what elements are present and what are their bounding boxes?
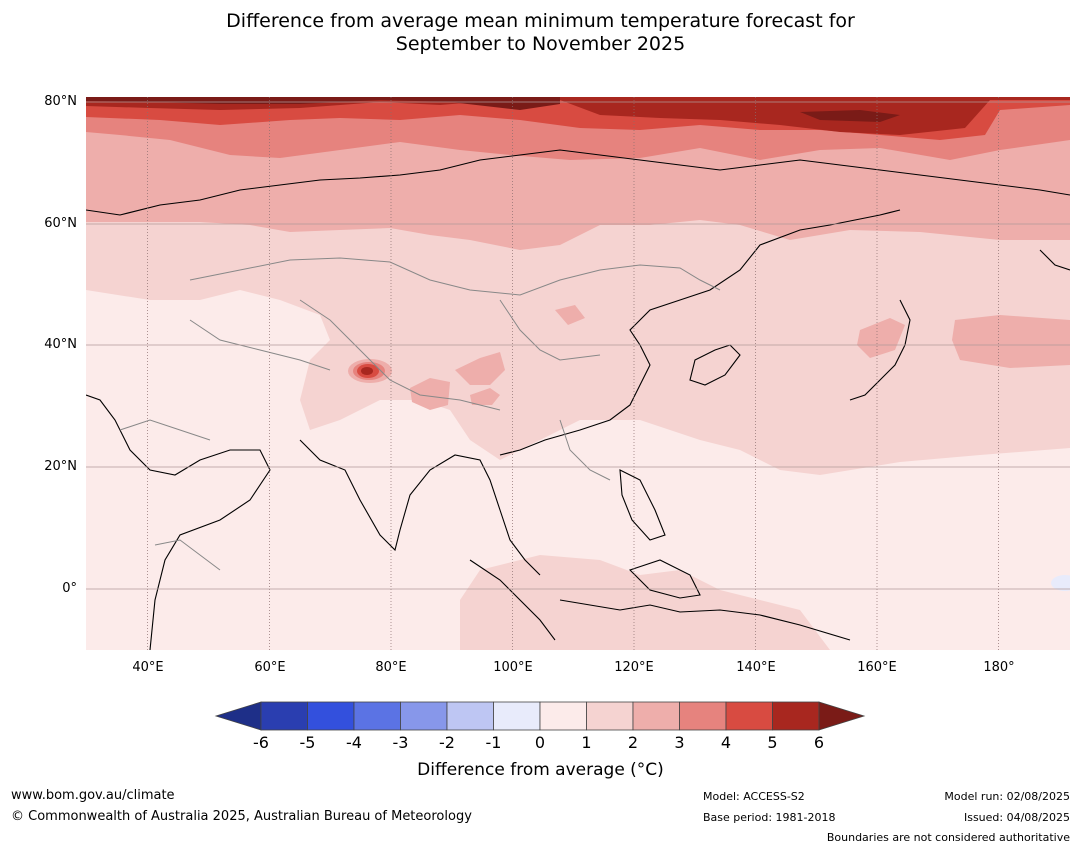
anomaly-patch-2-3-china xyxy=(555,305,585,325)
lon-label-180: 180° xyxy=(983,660,1015,675)
lon-label-80e: 80°E xyxy=(375,660,407,675)
colorbar-tick: 5 xyxy=(767,733,778,752)
anomaly-patch-2-3-south xyxy=(470,388,500,405)
colorbar-swatch xyxy=(307,701,355,731)
title-line-1: Difference from average mean minimum tem… xyxy=(226,10,855,32)
colorbar-label: Difference from average (°C) xyxy=(417,760,664,780)
anomaly-band-1-2-south xyxy=(460,555,830,650)
colorbar-tick: -3 xyxy=(392,733,409,752)
colorbar-swatch xyxy=(725,701,773,731)
colorbar-tick: -2 xyxy=(439,733,455,752)
chart-title: Difference from average mean minimum tem… xyxy=(0,10,1081,56)
footer-model-run: Model run: 02/08/2025 xyxy=(944,790,1070,803)
lon-label-40e: 40°E xyxy=(132,660,164,675)
anomaly-patch-2-3-plateau xyxy=(410,378,450,410)
lon-label-60e: 60°E xyxy=(254,660,286,675)
footer-disclaimer: Boundaries are not considered authoritat… xyxy=(826,831,1070,844)
lat-label-80n: 80°N xyxy=(44,94,77,109)
colorbar-swatch xyxy=(679,701,727,731)
footer-website: www.bom.gov.au/climate xyxy=(11,788,175,803)
anomaly-patch-2-3-tibet xyxy=(455,352,505,385)
colorbar-tick: -5 xyxy=(299,733,316,752)
anomaly-band-above-6 xyxy=(86,97,560,110)
country-borders xyxy=(119,257,721,571)
colorbar-swatch xyxy=(539,701,587,731)
colorbar-tick: 6 xyxy=(813,733,825,752)
colorbar-tick: 3 xyxy=(674,733,685,752)
colorbar-swatch xyxy=(260,701,308,731)
lon-label-140e: 140°E xyxy=(736,660,776,675)
colorbar xyxy=(214,701,866,731)
colorbar-swatch xyxy=(400,701,448,731)
colorbar-tick: 1 xyxy=(581,733,592,752)
colorbar-tick: -1 xyxy=(485,733,502,752)
anomaly-patch-2-3-pacific xyxy=(857,318,905,358)
title-line-2: September to November 2025 xyxy=(395,33,686,55)
lon-label-100e: 100°E xyxy=(493,660,533,675)
colorbar-tick: -4 xyxy=(346,733,362,752)
anomaly-patch-2-3-east xyxy=(952,315,1070,368)
colorbar-tick: -6 xyxy=(253,733,269,752)
lon-label-120e: 120°E xyxy=(614,660,654,675)
colorbar-tick: 4 xyxy=(720,733,732,752)
colorbar-extend-low xyxy=(214,701,262,731)
graticule-meridians xyxy=(147,97,999,650)
footer-base-period: Base period: 1981-2018 xyxy=(703,811,836,824)
graticule-parallels xyxy=(86,101,1070,590)
colorbar-swatch xyxy=(493,701,541,731)
lat-label-40n: 40°N xyxy=(44,337,77,352)
footer-copyright: © Commonwealth of Australia 2025, Austra… xyxy=(11,809,472,824)
footer-model: Model: ACCESS-S2 xyxy=(703,790,805,803)
anomaly-field xyxy=(86,97,1070,650)
hotspot-ring-5 xyxy=(361,367,373,375)
lat-label-60n: 60°N xyxy=(44,216,77,231)
anomaly-patch-above-6-siberia xyxy=(800,110,900,122)
anomaly-patch-negative xyxy=(1051,575,1070,591)
lat-label-20n: 20°N xyxy=(44,459,77,474)
lat-label-0: 0° xyxy=(62,581,77,596)
colorbar-swatch xyxy=(772,701,820,731)
colorbar-swatch xyxy=(632,701,680,731)
colorbar-swatch xyxy=(586,701,634,731)
footer-issued: Issued: 04/08/2025 xyxy=(963,811,1070,824)
colorbar-swatch xyxy=(353,701,401,731)
coastlines xyxy=(86,149,1070,650)
anomaly-band-5-6 xyxy=(86,97,1070,135)
colorbar-swatch xyxy=(446,701,494,731)
colorbar-extend-high xyxy=(818,701,866,731)
colorbar-tick: 2 xyxy=(627,733,639,752)
colorbar-tick: 0 xyxy=(534,733,546,752)
lon-label-160e: 160°E xyxy=(857,660,897,675)
